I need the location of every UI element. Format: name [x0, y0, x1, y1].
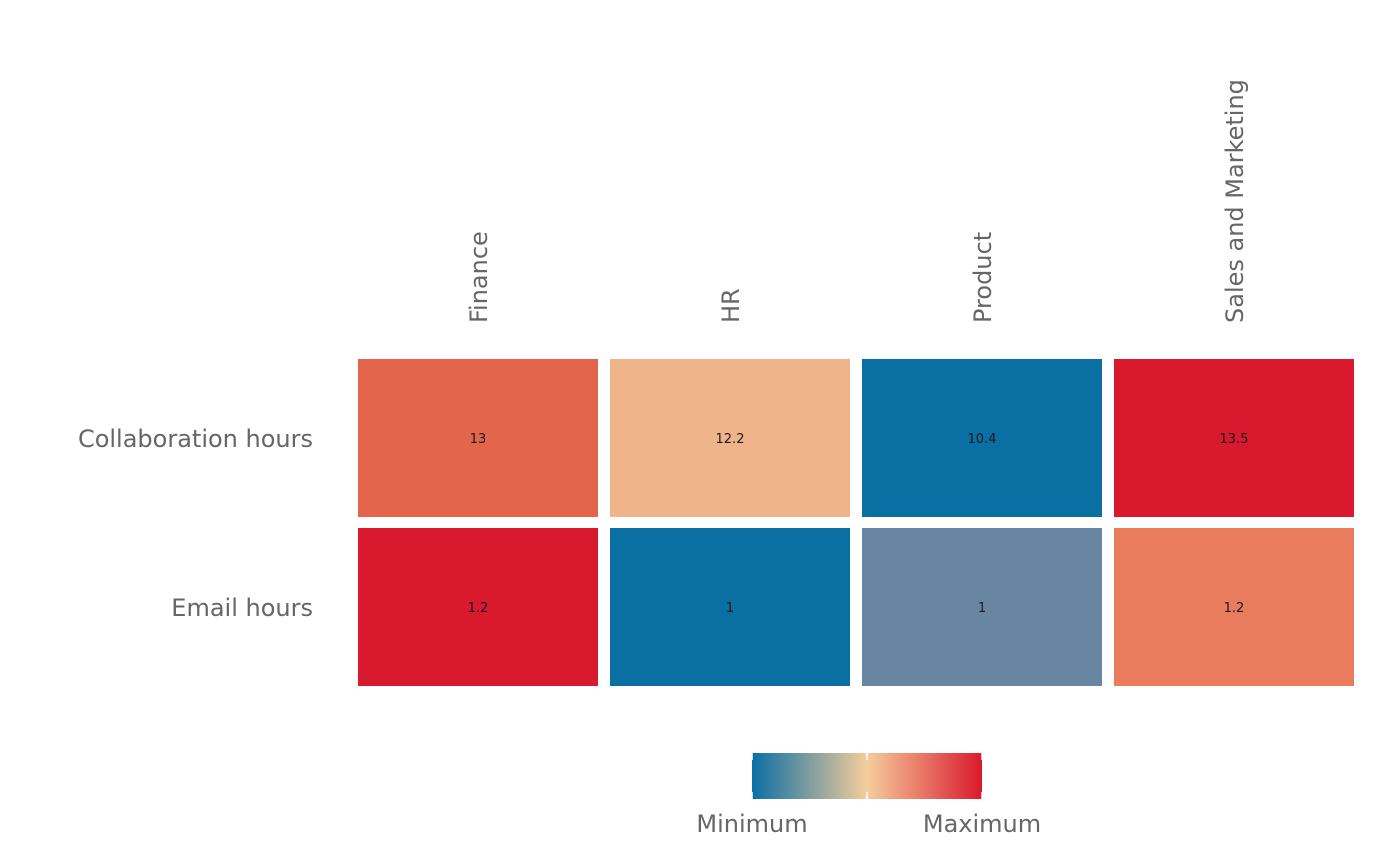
cell-value-label: 13 — [470, 432, 487, 447]
legend-color-bar — [752, 753, 982, 799]
color-legend: Minimum Maximum — [696, 753, 1041, 838]
cell-value-label: 1 — [978, 601, 986, 616]
heatmap-cell — [862, 528, 1102, 686]
row-label: Collaboration hours — [78, 425, 313, 453]
column-label: Finance — [465, 231, 493, 323]
heatmap-cell — [610, 528, 850, 686]
heatmap-cell — [1114, 528, 1354, 686]
heatmap-cells: 13 12.2 10.4 13.5 1.2 1 1 1.2 — [358, 359, 1354, 686]
cell-value-label: 1.2 — [468, 601, 489, 616]
heatmap-cell — [610, 359, 850, 517]
cell-value-label: 12.2 — [716, 432, 745, 447]
column-labels: Finance HR Product Sales and Marketing — [465, 79, 1249, 323]
cell-value-label: 10.4 — [968, 432, 997, 447]
cell-value-label: 1 — [726, 601, 734, 616]
column-label: HR — [717, 288, 745, 323]
column-label: Sales and Marketing — [1221, 79, 1249, 323]
legend-max-label: Maximum — [923, 810, 1041, 838]
cell-value-label: 1.2 — [1224, 601, 1245, 616]
heatmap-cell — [358, 359, 598, 517]
row-label: Email hours — [171, 594, 313, 622]
cell-value-label: 13.5 — [1220, 432, 1249, 447]
legend-min-label: Minimum — [696, 810, 807, 838]
heatmap-cell — [862, 359, 1102, 517]
column-label: Product — [969, 232, 997, 323]
row-labels: Collaboration hours Email hours — [78, 425, 313, 622]
heatmap-cell — [1114, 359, 1354, 517]
heatmap-cell — [358, 528, 598, 686]
